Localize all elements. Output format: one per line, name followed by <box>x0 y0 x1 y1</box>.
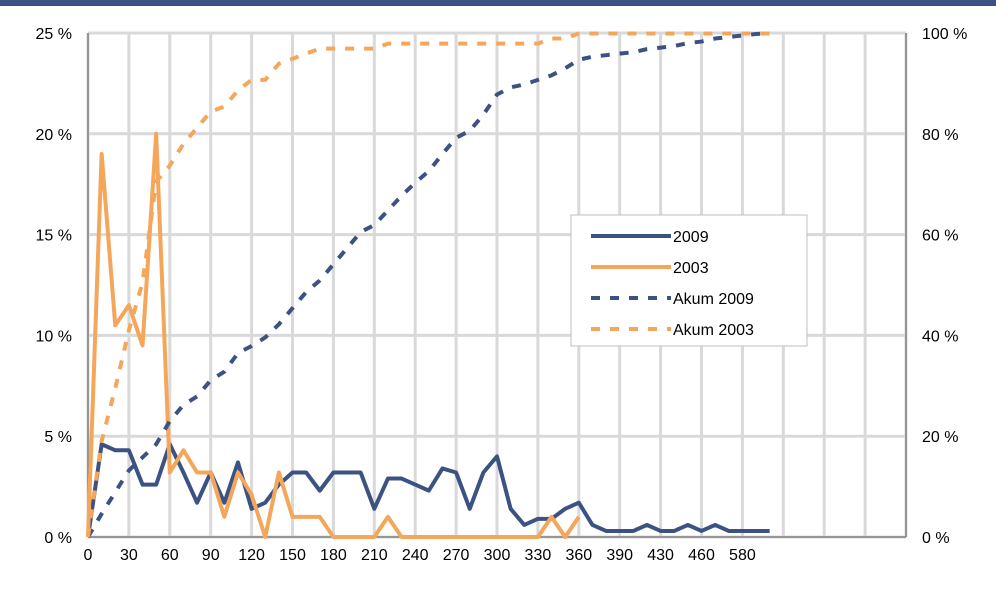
y-left-tick-label: 10 % <box>36 328 72 345</box>
legend-label: Akum 2003 <box>673 322 754 339</box>
x-tick-label: 270 <box>443 547 470 564</box>
y-right-tick-label: 20 % <box>922 429 958 446</box>
x-tick-label: 300 <box>484 547 511 564</box>
x-tick-label: 120 <box>238 547 265 564</box>
legend-label: 2003 <box>673 260 709 277</box>
x-tick-label: 180 <box>320 547 347 564</box>
y-right-tick-label: 80 % <box>922 127 958 144</box>
y-left-tick-label: 20 % <box>36 127 72 144</box>
x-tick-label: 240 <box>402 547 429 564</box>
y-left-tick-label: 5 % <box>44 429 72 446</box>
y-left-tick-label: 15 % <box>36 228 72 245</box>
y-right-tick-label: 100 % <box>922 26 967 43</box>
x-tick-label: 210 <box>361 547 388 564</box>
y-left-tick-label: 25 % <box>36 26 72 43</box>
y-left-tick-label: 0 % <box>44 530 72 547</box>
y-right-tick-label: 60 % <box>922 228 958 245</box>
series-lines <box>86 31 770 539</box>
x-tick-label: 360 <box>565 547 592 564</box>
legend-label: 2009 <box>673 229 709 246</box>
x-tick-label: 580 <box>729 547 756 564</box>
legend: 2009 2003 Akum 2009 Akum 2003 <box>570 214 808 347</box>
series-line-2009 <box>86 442 770 538</box>
x-tick-label: 0 <box>84 547 93 564</box>
axes: 0 30 60 90 120 150 180 210 240 270 300 330 360 390 430… <box>36 26 968 564</box>
series-line-akum-2003 <box>86 31 770 538</box>
header-bar <box>0 0 996 6</box>
x-tick-label: 150 <box>279 547 306 564</box>
y-right-tick-label: 40 % <box>922 328 958 345</box>
x-tick-label: 60 <box>161 547 179 564</box>
y-right-tick-label: 0 % <box>922 530 950 547</box>
legend-label: Akum 2009 <box>673 291 754 308</box>
x-tick-label: 90 <box>202 547 220 564</box>
x-tick-label: 330 <box>525 547 552 564</box>
x-tick-label: 390 <box>606 547 633 564</box>
x-tick-label: 460 <box>688 547 715 564</box>
x-tick-label: 30 <box>120 547 138 564</box>
x-tick-label: 430 <box>647 547 674 564</box>
series-line-2003 <box>86 131 581 539</box>
